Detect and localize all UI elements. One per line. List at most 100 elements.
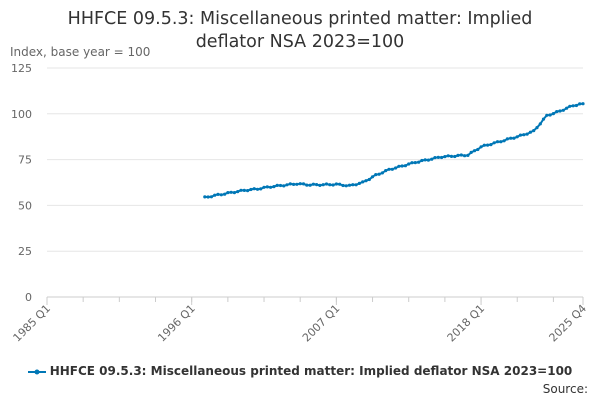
x-tick-label: 1985 Q1 [11, 302, 54, 345]
data-point [492, 141, 496, 145]
data-point [361, 180, 365, 184]
data-point [305, 183, 309, 187]
data-point [298, 182, 302, 186]
data-point [581, 102, 585, 106]
data-point [275, 183, 279, 187]
data-point [269, 185, 273, 189]
data-point [426, 158, 430, 162]
data-point [433, 156, 437, 160]
data-point [246, 189, 250, 193]
data-point [354, 183, 358, 187]
data-point [285, 183, 289, 187]
data-point [486, 143, 490, 147]
data-point [561, 108, 565, 112]
data-point [272, 185, 276, 189]
data-point [436, 155, 440, 159]
data-point [265, 185, 269, 189]
data-point [469, 150, 473, 154]
data-point [413, 161, 417, 165]
data-point [571, 104, 575, 108]
data-point [538, 122, 542, 126]
y-tick-label: 75 [18, 154, 32, 167]
data-point [249, 187, 253, 192]
data-point [295, 182, 299, 186]
data-point [229, 190, 233, 194]
data-point [555, 110, 559, 114]
x-tick-label: 2007 Q1 [300, 302, 343, 345]
data-point [219, 193, 223, 197]
data-point [387, 167, 391, 171]
data-point [301, 182, 306, 186]
data-point [311, 182, 315, 186]
data-point [255, 187, 260, 191]
data-point [410, 161, 414, 165]
data-point [568, 104, 572, 108]
data-point [318, 183, 322, 187]
data-point [341, 183, 345, 188]
data-point [367, 177, 371, 182]
y-tick-label: 125 [11, 62, 32, 75]
data-point [232, 191, 236, 195]
data-point [331, 183, 335, 187]
data-point [535, 126, 539, 130]
data-point [370, 175, 375, 179]
data-point [223, 192, 227, 196]
data-point [565, 106, 569, 110]
data-point [459, 153, 463, 157]
data-point [282, 184, 286, 188]
data-point [518, 133, 523, 137]
legend[interactable]: HHFCE 09.5.3: Miscellaneous printed matt… [0, 364, 600, 378]
data-point [236, 190, 240, 194]
data-point [347, 183, 352, 187]
data-point [545, 113, 549, 117]
data-point [384, 169, 388, 173]
data-point [374, 173, 378, 177]
data-point [403, 164, 407, 168]
data-point [509, 136, 513, 140]
gridlines [47, 67, 583, 252]
data-point [574, 103, 579, 108]
data-point [541, 117, 546, 121]
data-point [351, 183, 355, 187]
data-point [522, 133, 526, 137]
data-point [420, 158, 424, 163]
data-point [334, 182, 338, 186]
data-point [357, 181, 361, 185]
data-point [472, 149, 477, 153]
data-point [499, 140, 503, 144]
data-point [242, 188, 246, 192]
data-point [278, 183, 283, 188]
data-point [239, 188, 243, 192]
x-tick-label: 1996 Q1 [155, 302, 198, 345]
data-point [380, 171, 384, 175]
data-point [364, 179, 368, 183]
data-point [443, 155, 447, 159]
data-point [259, 187, 263, 191]
data-point [377, 172, 381, 176]
data-point [453, 154, 457, 159]
data-point [423, 158, 427, 162]
data-point [209, 195, 213, 199]
series-line [204, 102, 584, 199]
data-point [502, 139, 506, 143]
data-point [417, 160, 421, 164]
data-point [446, 154, 450, 158]
data-point [532, 129, 536, 133]
data-point [449, 154, 454, 158]
data-point [262, 185, 266, 189]
data-point [321, 183, 325, 187]
data-point [551, 112, 556, 116]
data-point [288, 182, 292, 186]
data-point [456, 153, 460, 157]
data-point [525, 132, 529, 136]
data-point [466, 153, 470, 157]
data-point [578, 102, 582, 106]
data-point [515, 135, 519, 139]
data-point [292, 182, 296, 186]
data-point [394, 166, 398, 170]
data-point [407, 162, 411, 166]
y-tick-label: 25 [18, 245, 32, 258]
data-point [558, 109, 562, 113]
y-axis-unit-label: Index, base year = 100 [10, 45, 151, 59]
